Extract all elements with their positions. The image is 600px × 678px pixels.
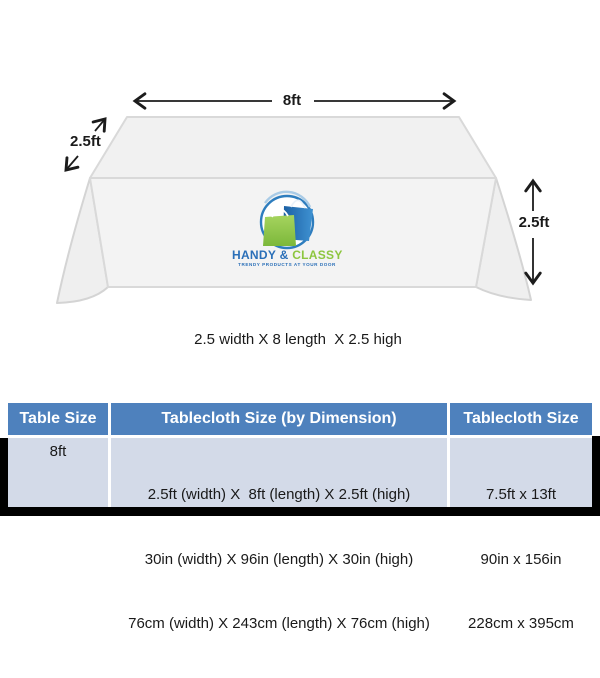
cell-dimensions: 2.5ft (width) X 8ft (length) X 2.5ft (hi…	[111, 438, 447, 632]
width-arrow	[64, 117, 107, 172]
size-line-in: 90in x 156in	[480, 550, 562, 568]
length-dimension-label: 8ft	[282, 92, 302, 109]
green-bag-icon	[263, 215, 296, 246]
tablecloth-top-surface	[89, 116, 497, 179]
brand-tagline: TRENDY PRODUCTS AT YOUR DOOR	[238, 262, 336, 267]
header-tablecloth-size: Tablecloth Size	[450, 403, 592, 435]
brand-logo-icon	[259, 190, 315, 250]
brand-name-secondary: CLASSY	[292, 248, 343, 262]
size-line-ft: 7.5ft x 13ft	[485, 486, 557, 503]
frame-left-bar	[0, 438, 8, 516]
brand-wordmark: HANDY & CLASSY	[232, 248, 342, 262]
cell-table-size: 8ft	[8, 438, 108, 507]
frame-bottom-bar	[0, 507, 600, 516]
tablecloth-diagram	[56, 92, 542, 304]
header-tablecloth-size-by-dimension: Tablecloth Size (by Dimension)	[111, 403, 447, 435]
tablecloth-left-drape	[56, 177, 109, 304]
height-dimension-label: 2.5ft	[518, 214, 550, 231]
dimension-line-in: 30in (width) X 96in (length) X 30in (hig…	[144, 550, 414, 568]
size-table-header-row: Table Size Tablecloth Size (by Dimension…	[8, 403, 592, 435]
dimensions-caption: 2.5 width X 8 length X 2.5 high	[194, 331, 402, 348]
size-table: Table Size Tablecloth Size (by Dimension…	[8, 403, 592, 632]
cell-tablecloth-sizes: 7.5ft x 13ft 90in x 156in 228cm x 395cm	[450, 438, 592, 632]
width-dimension-label: 2.5ft	[70, 133, 101, 150]
header-table-size: Table Size	[8, 403, 108, 435]
dimension-line-cm: 76cm (width) X 243cm (length) X 76cm (hi…	[128, 615, 430, 632]
size-table-data-row: 8ft 2.5ft (width) X 8ft (length) X 2.5ft…	[8, 438, 592, 632]
brand-name-primary: HANDY &	[232, 248, 293, 262]
frame-right-bar	[592, 436, 600, 516]
dimension-line-ft: 2.5ft (width) X 8ft (length) X 2.5ft (hi…	[147, 486, 411, 503]
size-line-cm: 228cm x 395cm	[468, 615, 574, 632]
tablecloth-infographic: 8ft 2.5ft 2.5ft HANDY & CLASSY TRENDY PR…	[0, 92, 600, 632]
tablecloth-right-drape	[475, 177, 532, 301]
